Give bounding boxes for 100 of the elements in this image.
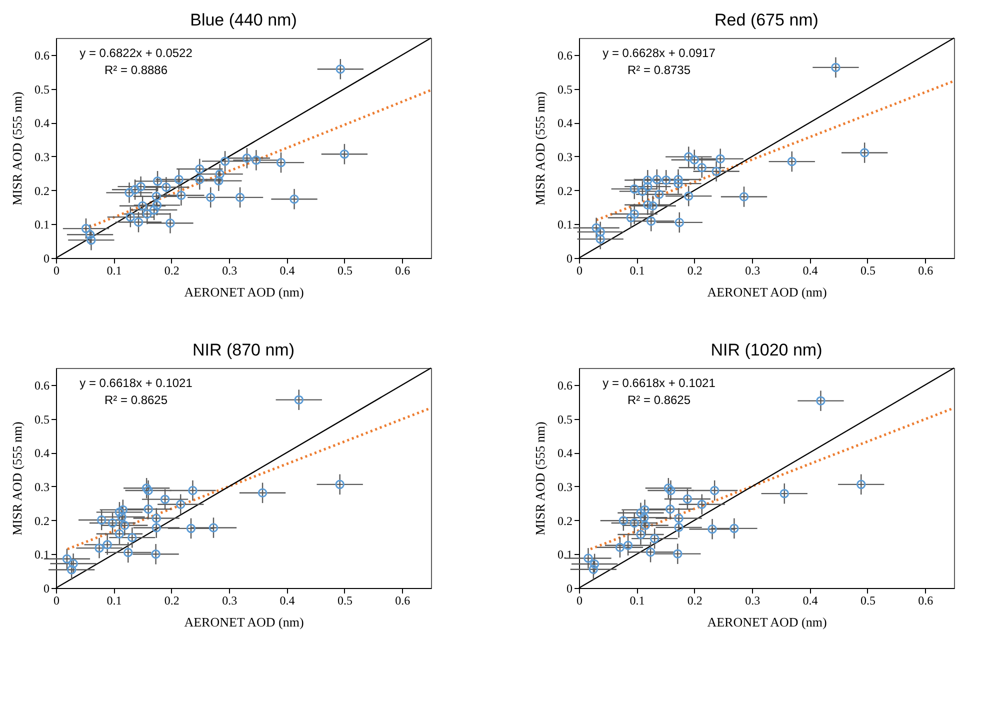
x-tick-label: 0 xyxy=(576,594,582,608)
y-tick-label: 0 xyxy=(44,252,50,266)
annotation: R² = 0.8625 xyxy=(104,393,168,407)
point xyxy=(142,484,152,493)
point xyxy=(62,554,72,564)
x-tick-label: 0.3 xyxy=(222,594,238,608)
point xyxy=(650,534,660,544)
point xyxy=(684,152,694,162)
x-tick-label: 0.1 xyxy=(106,264,122,278)
point xyxy=(214,176,224,186)
y-tick-label: 0 xyxy=(44,582,50,596)
y-tick-label: 0.2 xyxy=(558,184,572,198)
point xyxy=(780,488,790,498)
point xyxy=(335,480,344,490)
point xyxy=(646,216,656,226)
y-tick-label: 0.4 xyxy=(34,446,50,460)
point xyxy=(294,395,304,404)
point xyxy=(117,512,126,522)
point xyxy=(81,224,91,234)
point xyxy=(336,64,346,74)
point xyxy=(195,164,204,174)
x-tick-label: 0.1 xyxy=(630,264,645,278)
x-tick-label: 0 xyxy=(54,594,60,608)
point xyxy=(68,559,78,568)
point xyxy=(630,518,640,528)
point xyxy=(242,154,252,163)
point xyxy=(640,505,650,514)
x-tick-label: 0.4 xyxy=(280,594,295,608)
point xyxy=(144,486,153,496)
x-axis-title: AERONET AOD (nm) xyxy=(184,614,304,630)
y-axis-title: MISR AOD (555 nm) xyxy=(10,422,24,536)
point xyxy=(128,532,137,542)
point xyxy=(636,508,646,518)
y-tick-label: 0.5 xyxy=(34,412,50,426)
point xyxy=(86,235,96,245)
y-tick-label: 0.6 xyxy=(558,378,572,392)
point xyxy=(739,192,749,202)
point xyxy=(588,564,598,574)
point xyxy=(697,500,707,510)
point xyxy=(648,201,658,210)
point xyxy=(176,190,186,200)
point xyxy=(860,148,870,158)
y-tick-label: 0.1 xyxy=(558,218,572,232)
annotation: y = 0.6618x + 0.1021 xyxy=(80,376,193,390)
point xyxy=(674,174,683,184)
point xyxy=(666,504,675,514)
point xyxy=(673,549,682,558)
x-tick-label: 0 xyxy=(576,264,582,278)
point xyxy=(592,223,601,232)
y-axis-title: MISR AOD (555 nm) xyxy=(532,422,548,536)
y-tick-label: 0.2 xyxy=(34,514,50,528)
y-tick-label: 0.6 xyxy=(34,48,50,62)
y-tick-label: 0 xyxy=(566,252,572,266)
x-tick-label: 0.2 xyxy=(687,594,702,608)
point xyxy=(102,540,112,550)
point xyxy=(674,522,684,532)
point xyxy=(615,542,625,552)
x-tick-label: 0.6 xyxy=(918,594,934,608)
x-tick-label: 0.2 xyxy=(164,594,180,608)
point xyxy=(654,190,664,199)
point xyxy=(674,218,684,228)
point xyxy=(123,548,133,558)
chart-title: NIR (870 nm) xyxy=(192,340,295,360)
point xyxy=(646,548,656,557)
x-tick-label: 0.4 xyxy=(802,594,818,608)
point xyxy=(186,524,196,534)
point xyxy=(640,512,649,522)
point xyxy=(162,182,171,192)
x-tick-label: 0.2 xyxy=(164,264,180,278)
point xyxy=(118,505,128,514)
point xyxy=(176,500,186,510)
point xyxy=(712,166,721,176)
point xyxy=(730,524,739,534)
y-tick-label: 0.2 xyxy=(34,184,50,198)
x-tick-label: 0.3 xyxy=(222,264,238,278)
x-tick-label: 0.6 xyxy=(918,264,934,278)
y-tick-label: 0 xyxy=(566,582,572,596)
point xyxy=(220,156,230,166)
point xyxy=(114,529,124,538)
point xyxy=(708,524,717,534)
point xyxy=(152,192,162,202)
point xyxy=(290,194,299,204)
y-tick-label: 0.3 xyxy=(34,150,50,164)
annotation: y = 0.6618x + 0.1021 xyxy=(602,376,716,390)
annotation: R² = 0.8886 xyxy=(104,63,168,77)
x-tick-label: 0.5 xyxy=(337,594,352,608)
point xyxy=(208,523,218,532)
point xyxy=(124,188,134,198)
x-tick-label: 0.4 xyxy=(280,264,295,278)
x-tick-label: 0.6 xyxy=(395,594,410,608)
point xyxy=(144,504,153,514)
point xyxy=(152,176,162,186)
annotation: R² = 0.8735 xyxy=(627,63,691,77)
annotation: R² = 0.8625 xyxy=(627,393,691,407)
y-tick-label: 0.3 xyxy=(558,480,572,494)
point xyxy=(584,554,593,563)
point xyxy=(590,559,600,569)
point xyxy=(174,174,184,184)
point xyxy=(96,515,106,525)
x-tick-label: 0 xyxy=(54,264,60,278)
